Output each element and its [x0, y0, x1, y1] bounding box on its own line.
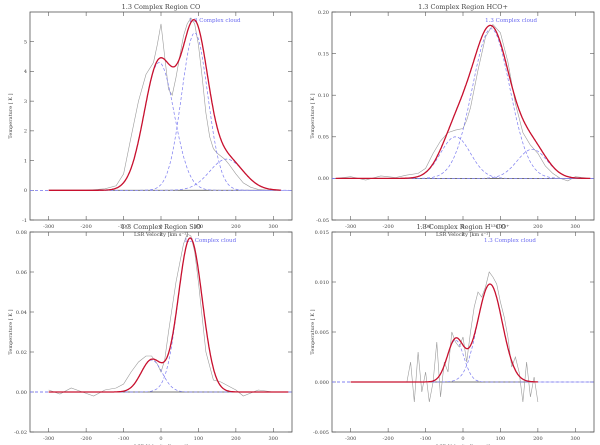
x-tick-label: 300	[571, 224, 581, 230]
x-tick-label: -100	[118, 224, 129, 230]
y-tick-label: 0.005	[315, 330, 329, 336]
x-tick-label: 0	[461, 436, 464, 442]
y-tick-label: 1	[24, 158, 27, 164]
gaussian-component-3	[30, 158, 292, 191]
x-tick-label: 300	[269, 436, 279, 442]
x-tick-label: 100	[194, 436, 204, 442]
x-tick-label: 0	[159, 224, 162, 230]
x-tick-label: 200	[231, 224, 241, 230]
x-tick-label: -200	[81, 436, 92, 442]
y-tick-label: 0.10	[318, 93, 329, 99]
y-tick-label: -0.05	[316, 218, 329, 224]
x-tick-label: -100	[118, 436, 129, 442]
gaussian-component-3	[332, 148, 594, 179]
total-fit-line	[48, 19, 281, 191]
total-fit-line	[335, 24, 591, 180]
y-axis-label: Temperature [ K ]	[310, 93, 316, 138]
plot-frame	[331, 231, 595, 433]
x-tick-label: -300	[345, 436, 356, 442]
y-tick-label: 0.04	[16, 310, 27, 316]
gaussian-component-2	[30, 32, 292, 191]
y-tick-label: -1	[22, 218, 27, 224]
chart-title: 1.3 Complex Region HCO+	[418, 3, 508, 11]
x-tick-label: 200	[231, 436, 241, 442]
y-tick-label: 0.015	[315, 230, 329, 236]
gaussian-component-2	[332, 28, 594, 179]
observed-spectrum-line	[406, 271, 539, 403]
cloud-annotation: 1.3 Complex cloud	[189, 18, 241, 24]
y-tick-label: 4	[24, 69, 27, 75]
y-axis-label: Temperature [ K ]	[310, 309, 316, 354]
x-tick-label: 0	[461, 224, 464, 230]
y-tick-label: -0.005	[313, 430, 329, 436]
panel-co: 1.3 Complex Region CO 1.3 Complex cloud -3…	[8, 3, 293, 238]
y-tick-label: 0.15	[318, 51, 329, 57]
y-tick-label: 0.05	[318, 135, 329, 141]
x-tick-label: -200	[383, 436, 394, 442]
y-tick-label: 0.20	[318, 10, 329, 16]
x-tick-label: -200	[81, 224, 92, 230]
x-tick-label: 300	[269, 224, 279, 230]
x-tick-label: -300	[43, 224, 54, 230]
observed-spectrum-line	[335, 23, 591, 182]
x-tick-label: 100	[496, 436, 506, 442]
y-tick-label: 0.06	[16, 270, 27, 276]
x-tick-label: -200	[383, 224, 394, 230]
y-tick-label: 2	[24, 129, 27, 135]
gaussian-component-1	[30, 359, 292, 393]
panel-h13coplus: 1.3 Complex Region H¹³CO⁺ 1.3 Complex clo…	[310, 223, 595, 445]
cloud-annotation: 1.3 Complex cloud	[485, 18, 537, 24]
y-tick-label: 0.000	[315, 380, 329, 386]
x-tick-label: -100	[420, 224, 431, 230]
x-tick-label: -300	[345, 224, 356, 230]
plot-frame	[29, 231, 293, 433]
gaussian-component-1	[332, 339, 594, 383]
y-tick-label: -0.02	[14, 430, 27, 436]
y-tick-label: 0.010	[315, 280, 329, 286]
y-tick-label: 0.00	[16, 390, 27, 396]
y-tick-label: 5	[24, 40, 27, 46]
total-fit-line	[48, 237, 289, 393]
observed-spectrum-line	[48, 233, 289, 397]
x-tick-label: 300	[571, 436, 581, 442]
y-tick-label: 3	[24, 99, 27, 105]
x-tick-label: -100	[420, 436, 431, 442]
chart-title: 1.3 Complex Region H¹³CO⁺	[416, 223, 509, 231]
chart-title: 1.3 Complex Region CO	[122, 3, 201, 11]
cloud-annotation: 1.3 Complex cloud	[184, 238, 236, 244]
gaussian-component-2	[332, 283, 594, 383]
x-tick-label: 100	[496, 224, 506, 230]
observed-spectrum-line	[48, 17, 281, 191]
gaussian-component-2	[30, 237, 292, 393]
x-tick-label: 100	[194, 224, 204, 230]
y-tick-label: 0	[24, 188, 27, 194]
x-tick-label: 200	[533, 224, 543, 230]
y-axis-label: Temperature [ K ]	[8, 309, 14, 354]
y-axis-label: Temperature [ K ]	[8, 93, 14, 138]
gaussian-component-1	[30, 62, 292, 191]
x-tick-label: -300	[43, 436, 54, 442]
panel-sio: 1.3 Complex Region SiO 1.3 Complex cloud -…	[8, 223, 293, 445]
plot-frame	[331, 11, 595, 221]
x-tick-label: 0	[159, 436, 162, 442]
panel-hcoplus: 1.3 Complex Region HCO+ 1.3 Complex cloud…	[310, 3, 595, 238]
y-tick-label: 0.02	[16, 350, 27, 356]
y-tick-label: 0.00	[318, 176, 329, 182]
total-fit-line	[350, 283, 538, 383]
gaussian-component-1	[332, 136, 594, 179]
chart-title: 1.3 Complex Region SiO	[121, 223, 201, 231]
plot-frame	[29, 11, 293, 221]
y-tick-label: 0.08	[16, 230, 27, 236]
cloud-annotation: 1.3 Complex cloud	[484, 238, 536, 244]
x-tick-label: 200	[533, 436, 543, 442]
